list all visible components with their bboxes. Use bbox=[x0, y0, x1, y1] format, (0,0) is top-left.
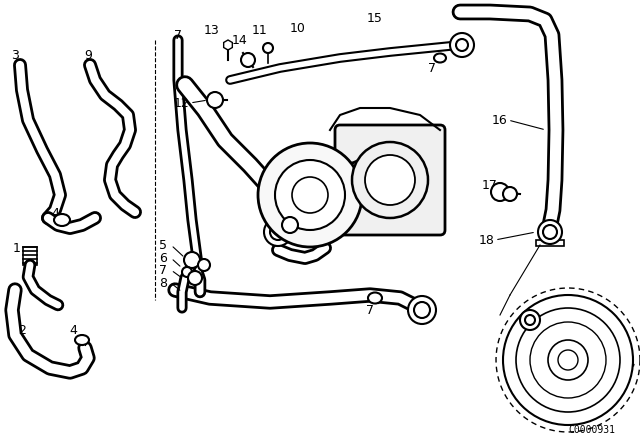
Text: 7: 7 bbox=[428, 61, 436, 74]
Text: 7: 7 bbox=[174, 29, 182, 42]
Text: 13: 13 bbox=[204, 23, 220, 36]
Circle shape bbox=[543, 225, 557, 239]
Circle shape bbox=[275, 160, 345, 230]
Bar bbox=[23, 247, 37, 265]
Circle shape bbox=[408, 296, 436, 324]
Text: 14: 14 bbox=[232, 34, 248, 47]
Text: 10: 10 bbox=[290, 22, 306, 34]
Circle shape bbox=[264, 218, 292, 246]
Text: 15: 15 bbox=[367, 12, 383, 25]
Text: C0000931: C0000931 bbox=[568, 425, 615, 435]
Circle shape bbox=[241, 53, 255, 67]
Text: 7: 7 bbox=[159, 263, 167, 276]
Ellipse shape bbox=[54, 214, 70, 226]
Ellipse shape bbox=[75, 335, 89, 345]
Circle shape bbox=[456, 39, 468, 51]
Text: 9: 9 bbox=[84, 48, 92, 61]
Circle shape bbox=[184, 252, 200, 268]
Circle shape bbox=[365, 155, 415, 205]
Circle shape bbox=[516, 308, 620, 412]
Text: 11: 11 bbox=[252, 23, 268, 36]
Circle shape bbox=[558, 350, 578, 370]
Text: 6: 6 bbox=[159, 251, 167, 264]
Text: 7: 7 bbox=[366, 303, 374, 316]
Circle shape bbox=[263, 43, 273, 53]
FancyBboxPatch shape bbox=[335, 125, 445, 235]
Text: 12: 12 bbox=[174, 96, 190, 109]
Text: 16: 16 bbox=[492, 113, 508, 126]
Circle shape bbox=[188, 271, 202, 285]
Circle shape bbox=[292, 177, 328, 213]
Circle shape bbox=[503, 295, 633, 425]
Circle shape bbox=[198, 259, 210, 271]
Bar bbox=[536, 240, 564, 246]
Ellipse shape bbox=[434, 53, 446, 63]
Circle shape bbox=[207, 92, 223, 108]
Circle shape bbox=[352, 142, 428, 218]
Circle shape bbox=[491, 183, 509, 201]
Polygon shape bbox=[223, 40, 232, 50]
Circle shape bbox=[520, 310, 540, 330]
Circle shape bbox=[270, 224, 286, 240]
Text: 4: 4 bbox=[69, 323, 77, 336]
Circle shape bbox=[414, 302, 430, 318]
Text: 5: 5 bbox=[159, 238, 167, 251]
Text: 18: 18 bbox=[479, 233, 495, 246]
Text: 17: 17 bbox=[482, 178, 498, 191]
Text: 3: 3 bbox=[11, 48, 19, 61]
Circle shape bbox=[525, 315, 535, 325]
Text: 1: 1 bbox=[13, 241, 21, 254]
Circle shape bbox=[258, 143, 362, 247]
Circle shape bbox=[548, 340, 588, 380]
Circle shape bbox=[530, 322, 606, 398]
Ellipse shape bbox=[368, 293, 382, 303]
Circle shape bbox=[538, 220, 562, 244]
Text: 2: 2 bbox=[18, 323, 26, 336]
Text: 8: 8 bbox=[159, 276, 167, 289]
Circle shape bbox=[282, 217, 298, 233]
Circle shape bbox=[182, 267, 192, 277]
Circle shape bbox=[503, 187, 517, 201]
Text: 4: 4 bbox=[51, 207, 59, 220]
Circle shape bbox=[450, 33, 474, 57]
